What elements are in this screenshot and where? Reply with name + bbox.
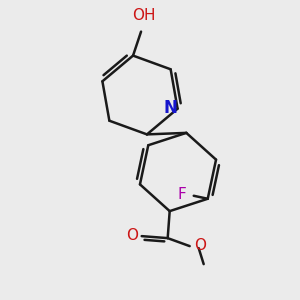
- Text: O: O: [194, 238, 206, 253]
- Text: F: F: [177, 187, 186, 202]
- Text: O: O: [126, 228, 138, 243]
- Text: N: N: [164, 99, 178, 117]
- Text: OH: OH: [132, 8, 156, 22]
